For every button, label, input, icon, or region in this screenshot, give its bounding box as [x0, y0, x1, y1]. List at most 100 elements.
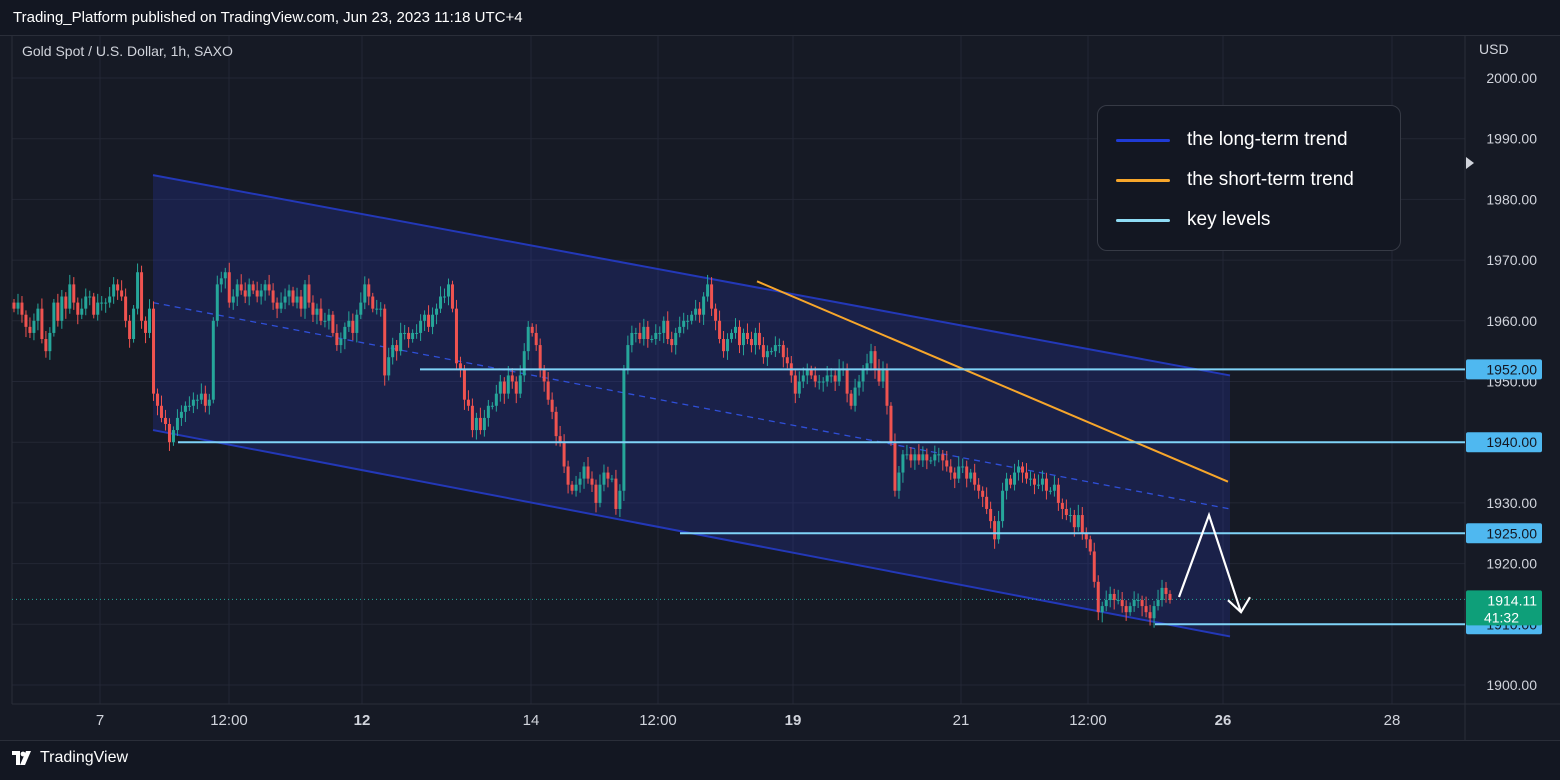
candle-body	[801, 375, 805, 382]
candle-body	[355, 314, 359, 333]
candle-body	[558, 436, 562, 443]
candle-body	[773, 345, 777, 352]
candle-body	[1032, 478, 1036, 485]
candle-body	[578, 478, 582, 485]
candle-body	[132, 308, 136, 340]
candle-body	[179, 411, 183, 418]
candle-body	[714, 308, 718, 321]
channel-fill	[153, 175, 1230, 637]
candle-body	[283, 296, 287, 303]
y-tick-label: 1960.00	[1486, 313, 1537, 329]
candle-body	[375, 308, 379, 310]
candle-body	[670, 339, 674, 346]
candle-body	[423, 314, 427, 321]
candle-body	[937, 454, 941, 456]
candle-body	[510, 375, 514, 382]
y-tick-label: 2000.00	[1486, 70, 1537, 86]
candle-body	[1100, 606, 1104, 613]
candle-body	[626, 345, 630, 370]
candle-body	[598, 484, 602, 503]
candle-body	[12, 302, 16, 309]
candle-body	[682, 320, 686, 327]
candle-body	[741, 332, 745, 346]
candle-body	[199, 393, 203, 400]
x-tick-label: 12	[354, 712, 371, 729]
candle-body	[825, 375, 829, 382]
candle-body	[1132, 600, 1136, 607]
candle-body	[586, 466, 590, 479]
candle-body	[92, 296, 96, 315]
candle-body	[462, 369, 466, 400]
candle-body	[235, 284, 239, 297]
candle-body	[450, 284, 454, 309]
candle-body	[730, 332, 734, 340]
candle-body	[865, 363, 869, 370]
candle-body	[311, 302, 315, 315]
candle-body	[136, 272, 140, 309]
candle-body	[458, 363, 462, 370]
key-level-label: 1925.00	[1486, 525, 1537, 541]
legend-swatch-key-levels	[1116, 218, 1170, 222]
candle-body	[116, 284, 120, 291]
candle-body	[785, 357, 789, 364]
candle-body	[32, 320, 36, 333]
candle-body	[702, 296, 706, 315]
key-level-label-bg	[1466, 432, 1542, 453]
candle-body	[829, 375, 833, 377]
candle-body	[76, 302, 80, 315]
candle-body	[474, 417, 478, 431]
candle-body	[207, 399, 211, 406]
candle-body	[961, 466, 965, 468]
candle-body	[419, 320, 423, 333]
candle-body	[1009, 478, 1013, 485]
candle-body	[1036, 484, 1040, 486]
candle-body	[594, 484, 598, 503]
candle-body	[470, 405, 474, 431]
candle-body	[622, 369, 626, 491]
price-chart[interactable]: 2000.001990.001980.001970.001960.001950.…	[0, 36, 1560, 740]
candle-body	[335, 332, 339, 346]
candle-body	[80, 308, 84, 315]
candle-body	[72, 284, 76, 303]
candle-body	[997, 521, 1001, 540]
trend-legend: the long-term trend the short-term trend…	[1097, 105, 1401, 251]
candle-body	[570, 484, 574, 491]
candle-body	[331, 314, 335, 333]
candle-body	[379, 308, 383, 310]
candle-body	[223, 272, 227, 279]
candle-body	[869, 351, 873, 364]
x-tick-label: 14	[523, 712, 540, 729]
key-level-label-bg	[1466, 359, 1542, 380]
candle-body	[650, 339, 654, 341]
candle-body	[152, 308, 156, 394]
candle-body	[674, 332, 678, 346]
candle-body	[646, 326, 650, 340]
candle-body	[195, 399, 199, 401]
candle-body	[805, 369, 809, 376]
candle-body	[307, 284, 311, 303]
candle-body	[1124, 606, 1128, 613]
candle-body	[323, 320, 327, 322]
candle-body	[602, 472, 606, 485]
candle-body	[761, 345, 765, 358]
candle-body	[658, 332, 662, 334]
chart-area[interactable]: 2000.00 1990.00 1980.00 1970.00 1960.00 1950.…	[0, 36, 1560, 740]
legend-label-key-levels: key levels	[1187, 209, 1271, 230]
candle-body	[1140, 600, 1144, 607]
legend-item-long-term: the long-term trend	[1116, 128, 1348, 152]
candle-body	[1028, 478, 1032, 480]
scroll-right-icon[interactable]	[1466, 157, 1474, 169]
tradingview-logo[interactable]: TradingView	[12, 749, 128, 767]
bar-countdown-label: 41:32	[1484, 609, 1519, 625]
candle-body	[96, 302, 100, 315]
candle-body	[156, 393, 160, 406]
candle-body	[889, 405, 893, 443]
candle-body	[1108, 593, 1112, 601]
candle-body	[275, 302, 279, 309]
candle-body	[745, 332, 749, 340]
candle-body	[371, 296, 375, 309]
candle-body	[56, 302, 60, 321]
candle-body	[351, 320, 355, 333]
candle-body	[1048, 490, 1052, 492]
candle-body	[1116, 600, 1120, 602]
